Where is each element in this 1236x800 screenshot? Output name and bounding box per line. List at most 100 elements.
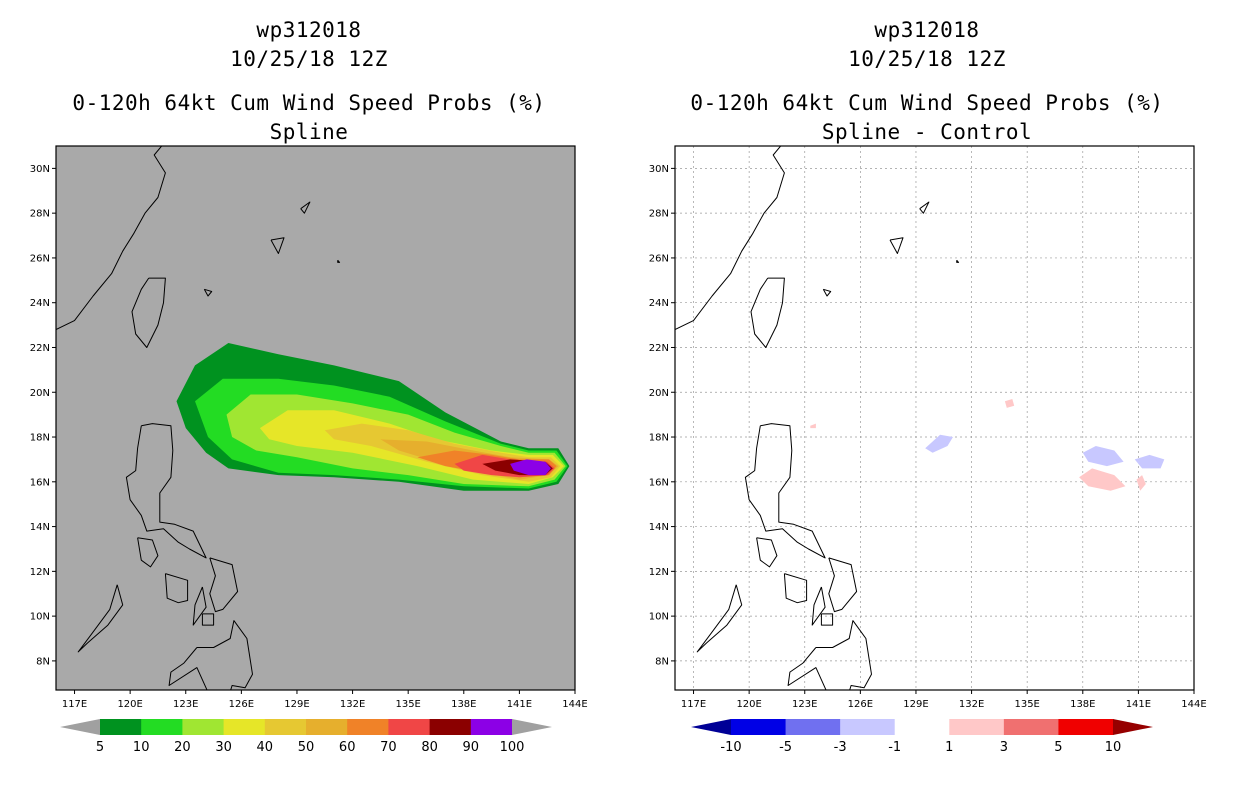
colorbar-swatch — [306, 719, 348, 735]
coast-ryukyu-1 — [889, 237, 904, 254]
colorbar-label: -1 — [888, 740, 901, 755]
left-product-title: 0-120h 64kt Cum Wind Speed Probs (%) — [72, 91, 546, 115]
colorbar-label: 10 — [133, 740, 150, 755]
y-tick-label: 24N — [30, 298, 50, 309]
colorbar-label: 100 — [500, 740, 525, 755]
x-tick-label: 138E — [1070, 699, 1095, 710]
right-map-frame — [674, 145, 1195, 691]
coastlines — [675, 146, 1211, 690]
coast-ryukyu-3 — [822, 288, 832, 297]
coast-ryukyu-1 — [270, 237, 285, 254]
coast-palawan — [77, 584, 124, 653]
y-tick-label: 18N — [30, 433, 50, 444]
coast-luzon — [125, 423, 207, 559]
colorbar-label: 70 — [380, 740, 397, 755]
coast-china-coast — [56, 146, 166, 331]
coast-bohol — [201, 613, 215, 626]
y-tick-label: 30N — [649, 164, 669, 175]
coast-ryukyu-3 — [203, 288, 213, 297]
coast-mindoro — [137, 537, 159, 568]
anomaly-positive-0 — [1004, 399, 1015, 408]
x-tick-label: 138E — [451, 699, 476, 710]
y-tick-label: 26N — [30, 253, 50, 264]
coast-panay-negros — [164, 573, 189, 604]
y-tick-label: 18N — [649, 433, 669, 444]
x-tick-label: 132E — [340, 699, 365, 710]
coast-marianas — [586, 536, 592, 545]
coast-ryukyu-2 — [919, 201, 930, 214]
coast-mindanao — [168, 620, 253, 690]
colorbar-swatch — [182, 719, 225, 735]
coast-bohol — [820, 613, 834, 626]
x-tick-label: 123E — [792, 699, 817, 710]
x-tick-label: 117E — [62, 699, 87, 710]
colorbar-swatch — [223, 719, 266, 735]
coast-taiwan — [131, 277, 166, 348]
colorbar-swatch — [785, 719, 841, 735]
anomaly-positive-1 — [810, 423, 816, 429]
y-tick-label: 16N — [30, 477, 50, 488]
x-tick-label: 135E — [1014, 699, 1039, 710]
colorbar-swatch — [141, 719, 183, 735]
anomaly-negative-2 — [925, 434, 953, 453]
coast-cebu — [811, 586, 826, 626]
colorbar-label: 50 — [298, 740, 315, 755]
right-panel-titles: wp312018 10/25/18 12Z 0-120h 64kt Cum Wi… — [618, 16, 1236, 147]
anomaly-positive-6 — [1136, 475, 1146, 491]
left-date: 10/25/18 12Z — [230, 47, 388, 71]
y-tick-label: 16N — [649, 477, 669, 488]
colorbar-swatch — [949, 719, 1005, 735]
colorbar-swatch — [894, 719, 950, 735]
y-tick-label: 22N — [649, 343, 669, 354]
right-date: 10/25/18 12Z — [848, 47, 1006, 71]
x-tick-label: 123E — [173, 699, 198, 710]
y-tick-label: 28N — [30, 209, 50, 220]
colorbar-swatch — [100, 719, 142, 735]
colorbar-label: 30 — [215, 740, 232, 755]
y-tick-label: 28N — [649, 209, 669, 220]
y-tick-label: 20N — [30, 388, 50, 399]
left-subtitle: Spline — [269, 120, 349, 144]
colorbar-label: -10 — [720, 740, 741, 755]
colorbar-swatch — [840, 719, 896, 735]
colorbar-label: 5 — [1054, 740, 1062, 755]
y-tick-label: 10N — [30, 612, 50, 623]
colorbar-label: 40 — [257, 740, 274, 755]
coast-marianas — [1205, 536, 1211, 545]
colorbar-arrow-high — [512, 719, 552, 735]
coast-daito — [337, 259, 341, 263]
prob-contour-90 — [510, 459, 551, 476]
coastlines — [56, 146, 592, 690]
x-tick-label: 117E — [681, 699, 706, 710]
y-tick-label: 10N — [649, 612, 669, 623]
colorbar-swatch — [347, 719, 389, 735]
left-colorbar: 5 10 20 30 40 50 60 70 80 90 100 — [60, 719, 552, 755]
right-map-panel: 117E 120E 123E 126E 129E 132E 135E 138E 141E 144E… — [649, 145, 1211, 710]
y-tick-label: 12N — [30, 567, 50, 578]
coast-ryukyu-2 — [300, 201, 311, 214]
x-tick-label: 141E — [507, 699, 532, 710]
left-axis-ticks: 117E 120E 123E 126E 129E 132E 135E 138E 141E 144E… — [30, 164, 588, 710]
x-tick-label: 144E — [1181, 699, 1206, 710]
coast-mindoro — [756, 537, 778, 568]
right-subtitle: Spline - Control — [821, 120, 1033, 144]
difference-contours — [810, 399, 1165, 491]
left-map-frame — [55, 145, 576, 691]
colorbar-arrow-high — [1113, 719, 1153, 735]
anomaly-negative-3 — [1082, 446, 1124, 467]
colorbar-arrow-low — [691, 719, 731, 735]
colorbar-swatch — [264, 719, 307, 735]
x-tick-label: 144E — [562, 699, 587, 710]
anomaly-negative-4 — [1134, 454, 1165, 469]
x-tick-label: 120E — [736, 699, 761, 710]
colorbar-label: 80 — [421, 740, 438, 755]
y-tick-label: 22N — [30, 343, 50, 354]
right-colorbar: -10 -5 -3 -1 1 3 5 10 — [691, 719, 1153, 755]
x-tick-label: 120E — [117, 699, 142, 710]
x-tick-label: 141E — [1126, 699, 1151, 710]
colorbar-label: -5 — [779, 740, 792, 755]
colorbar-label: 5 — [96, 740, 104, 755]
y-tick-label: 8N — [36, 656, 50, 667]
right-storm-id: wp312018 — [874, 18, 980, 42]
coast-palawan — [696, 584, 743, 653]
